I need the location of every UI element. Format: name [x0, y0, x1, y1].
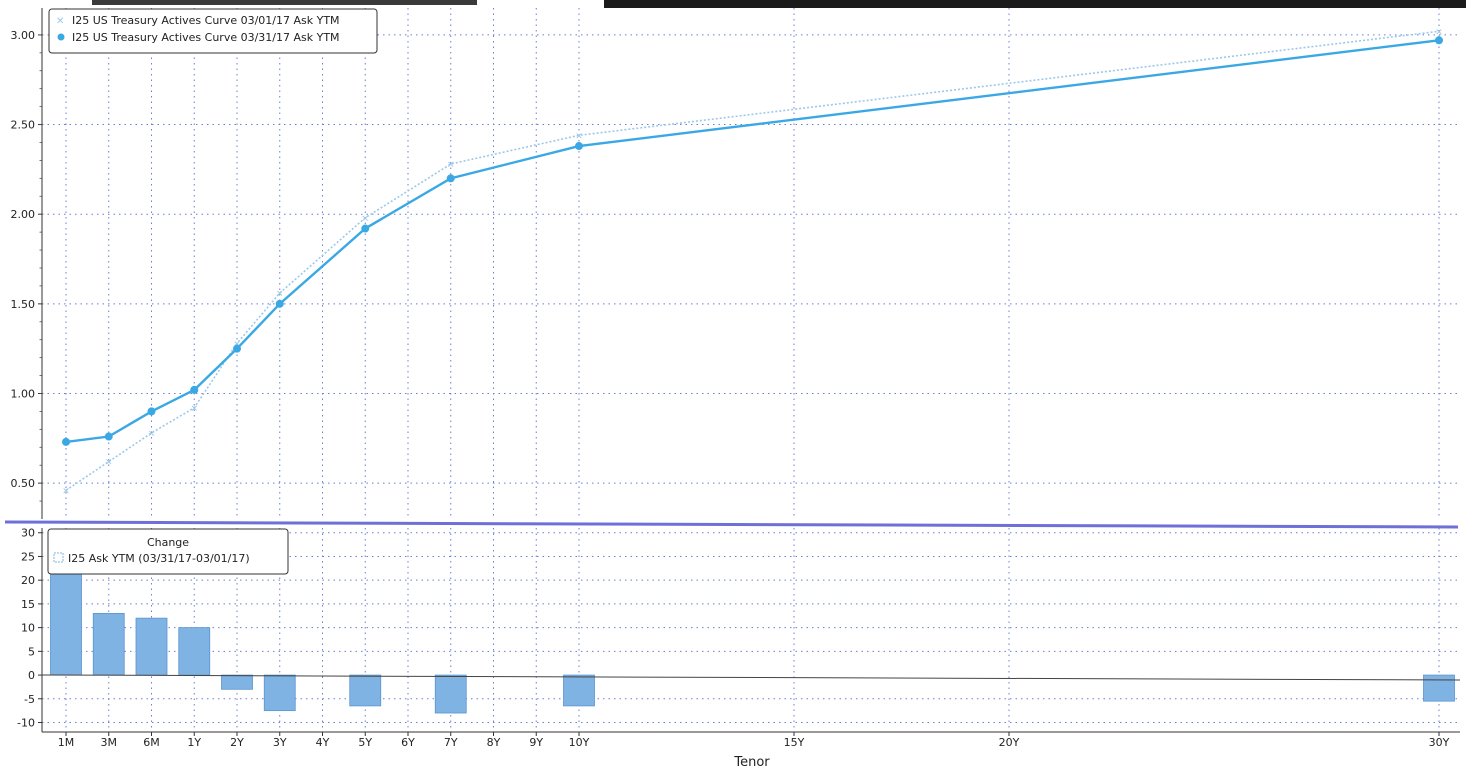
x-tick-label: 6M: [143, 736, 160, 749]
upper-y-tick-label: 2.50: [11, 119, 36, 132]
previous-point-1Y: ✕: [190, 404, 198, 414]
previous-point-6M: ✕: [148, 429, 156, 439]
current-point-2Y: [233, 344, 241, 353]
bar-5Y: [349, 674, 382, 707]
bar-1Y: [178, 627, 211, 676]
legend-marker-previous: ✕: [56, 16, 64, 27]
upper-y-tick-label: 2.00: [11, 208, 36, 221]
panel-separator: [4, 520, 1459, 529]
current-point-6M: [147, 407, 156, 416]
current-point-3M: [104, 432, 113, 441]
previous-point-30Y: ✕: [1435, 28, 1443, 38]
upper-y-axis: 0.50 1.00 1.50 2.00 2.50 3.00: [11, 29, 42, 502]
x-tick-label: 4Y: [316, 736, 330, 749]
previous-point-3Y: ✕: [276, 290, 284, 300]
upper-y-tick-label: 1.00: [11, 387, 36, 400]
top-toolbar-left: [92, 0, 477, 5]
previous-point-3M: ✕: [105, 458, 113, 468]
legend-label-change: I25 Ask YTM (03/31/17-03/01/17): [68, 552, 250, 565]
x-tick-label: 2Y: [230, 736, 244, 749]
x-tick-label: 30Y: [1429, 736, 1450, 749]
x-tick-label: 5Y: [358, 736, 372, 749]
current-point-5Y: [361, 224, 370, 233]
curve-lines: ✕✕✕✕✕✕✕✕✕✕: [62, 28, 1443, 497]
x-tick-label: 1Y: [187, 736, 201, 749]
current-point-3Y: [275, 299, 284, 308]
x-tick-label: 20Y: [999, 736, 1020, 749]
zero-line: [41, 674, 1461, 681]
lower-y-tick-label: 15: [21, 598, 35, 611]
current-point-7Y: [446, 174, 455, 183]
lower-y-tick-label: 0: [28, 669, 35, 682]
lower-y-tick-label: 5: [28, 645, 35, 658]
x-tick-label: 6Y: [401, 736, 415, 749]
x-tick-label: 9Y: [529, 736, 543, 749]
bar-2Y: [221, 674, 253, 690]
legend-label-current: I25 US Treasury Actives Curve 03/31/17 A…: [72, 31, 340, 44]
bar-30Y: [1423, 674, 1455, 702]
x-axis: 1M 3M 6M 1Y 2Y 3Y 4Y 5Y 6Y 7Y 8Y 9Y 10Y 15Y 20Y 30Y: [58, 732, 1450, 749]
upper-y-tick-label: 1.50: [11, 298, 36, 311]
lower-y-axis: -10 -5 0 5 10 15 20 25 30: [17, 527, 42, 730]
lower-y-tick-label: 10: [21, 622, 35, 635]
previous-point-1M: ✕: [62, 487, 70, 497]
current-point-30Y: [1435, 36, 1443, 45]
lower-y-tick-label: 30: [21, 527, 35, 540]
x-tick-label: 15Y: [784, 736, 805, 749]
lower-y-tick-label: -5: [24, 693, 35, 706]
bar-3Y: [263, 674, 296, 712]
legend-label-previous: I25 US Treasury Actives Curve 03/01/17 A…: [72, 14, 340, 27]
lower-legend-box: [47, 528, 289, 575]
legend-marker-change: [53, 552, 64, 563]
bar-7Y: [434, 674, 467, 714]
lower-legend-title: Change: [147, 536, 189, 549]
current-point-1Y: [190, 385, 199, 394]
current-point-1M: [62, 437, 70, 446]
lower-y-tick-label: 25: [21, 550, 35, 563]
current-curve-line: [65, 39, 1440, 444]
change-bars: [50, 546, 1455, 714]
lower-y-tick-label: -10: [17, 717, 35, 730]
upper-y-tick-label: 0.50: [11, 477, 36, 490]
x-tick-label: 8Y: [487, 736, 501, 749]
upper-panel-grid: [42, 8, 1460, 519]
legend-marker-current: [57, 33, 65, 41]
x-tick-label: 3M: [101, 736, 118, 749]
previous-point-7Y: ✕: [447, 160, 455, 170]
x-tick-label: 7Y: [444, 736, 458, 749]
current-point-10Y: [575, 142, 583, 151]
x-tick-label: 10Y: [569, 736, 590, 749]
x-tick-label: 1M: [58, 736, 75, 749]
x-axis-title: Tenor: [733, 755, 770, 770]
bar-10Y: [563, 674, 595, 707]
top-toolbar-right: [604, 0, 1466, 8]
lower-y-tick-label: 20: [21, 574, 35, 587]
upper-legend: ✕ I25 US Treasury Actives Curve 03/01/17…: [48, 8, 378, 54]
lower-legend: Change I25 Ask YTM (03/31/17-03/01/17): [47, 528, 289, 575]
upper-legend-box: [48, 8, 378, 54]
upper-y-tick-label: 3.00: [11, 29, 36, 42]
previous-curve-line: [65, 30, 1440, 491]
bar-6M: [135, 617, 168, 676]
x-tick-label: 3Y: [273, 736, 287, 749]
previous-point-10Y: ✕: [575, 132, 583, 142]
previous-point-5Y: ✕: [361, 214, 369, 224]
bar-3M: [92, 612, 125, 676]
